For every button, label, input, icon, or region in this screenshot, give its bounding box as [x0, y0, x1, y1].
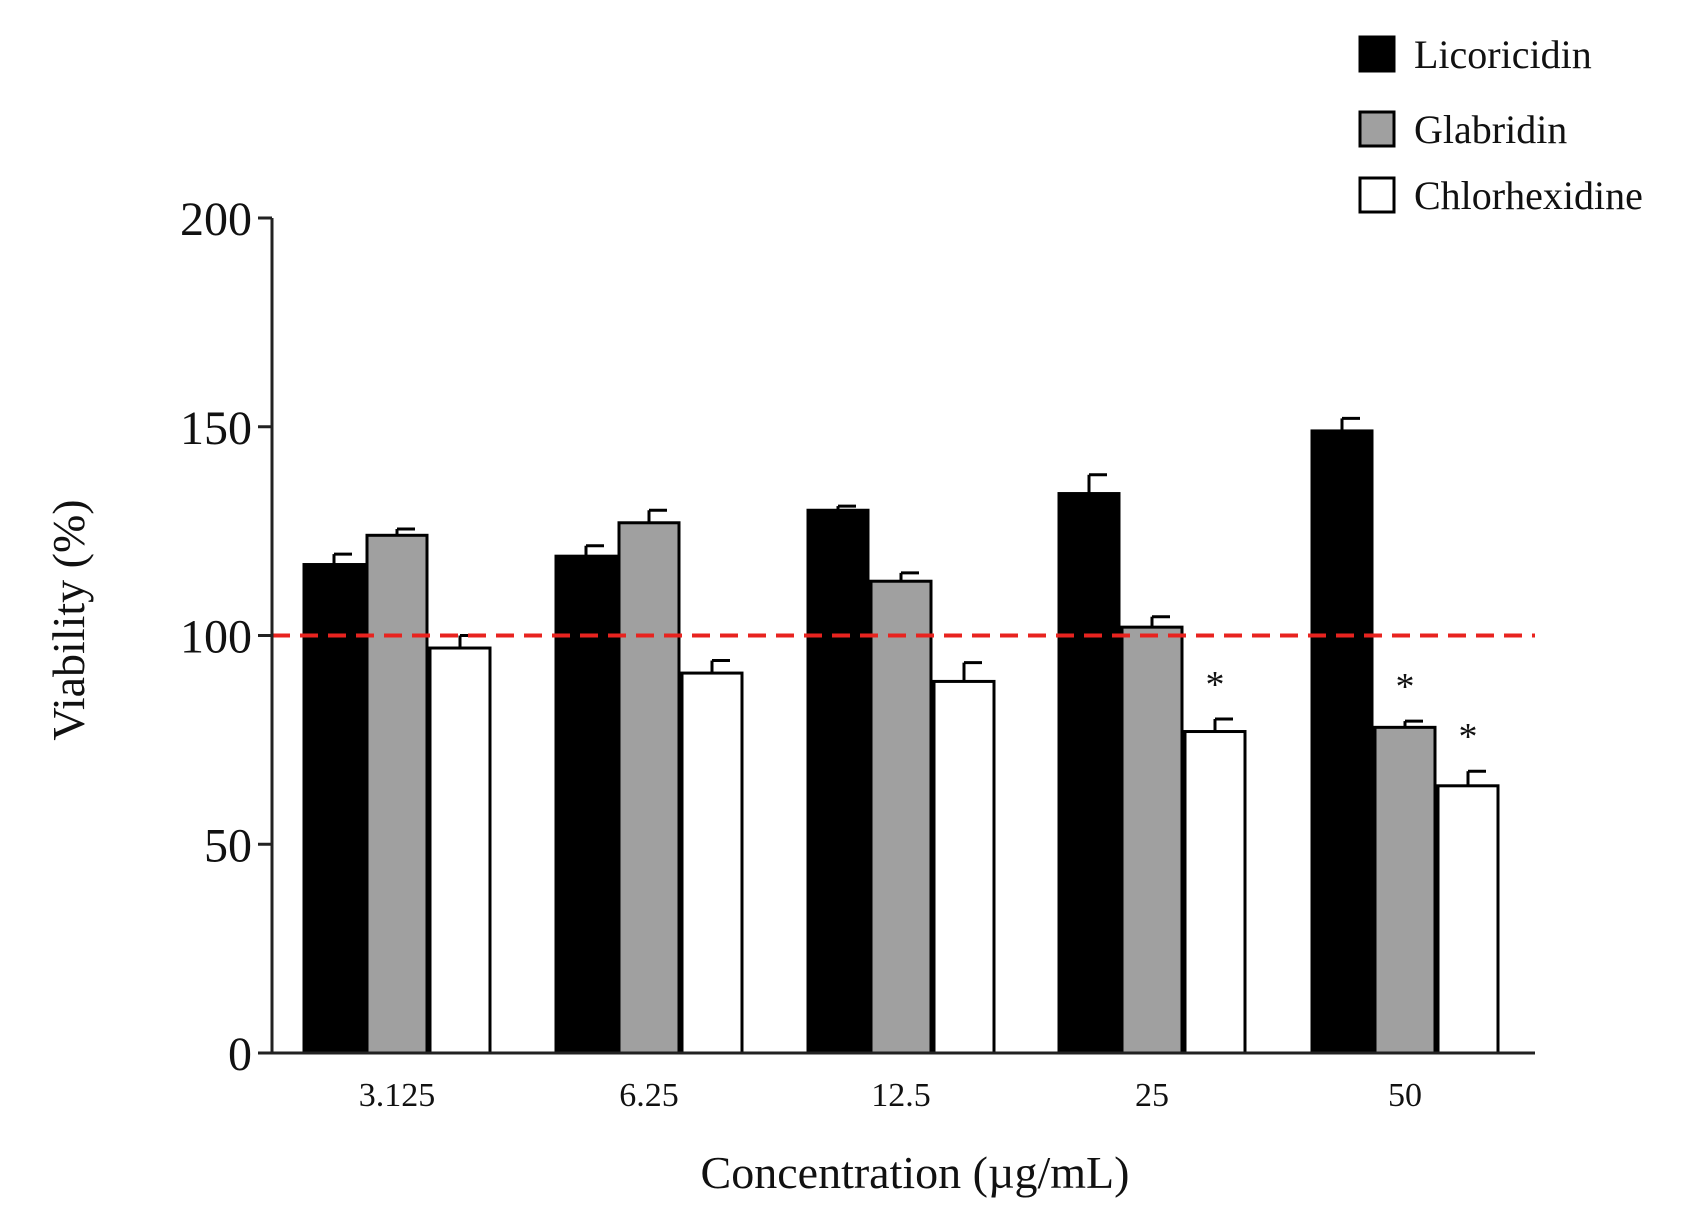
bar-licoricidin-50	[1310, 429, 1374, 1055]
bar-glabridin-25	[1120, 625, 1184, 1055]
bar-chlorhexidine-6.25	[680, 671, 744, 1055]
x-tick-label: 6.25	[619, 1077, 679, 1114]
y-tick-label: 100	[180, 611, 252, 664]
legend: Licoricidin Glabridin Chlorhexidine	[1358, 32, 1643, 218]
bars-layer	[302, 429, 1500, 1055]
bar-licoricidin-25	[1057, 492, 1121, 1055]
significance-asterisk: *	[1396, 666, 1415, 708]
legend-label-glabridin: Glabridin	[1414, 107, 1567, 152]
bar-glabridin-50	[1373, 725, 1437, 1055]
y-tick-label: 150	[180, 402, 252, 455]
significance-asterisk: *	[1206, 664, 1225, 706]
bar-chlorhexidine-3.125	[428, 646, 492, 1055]
significance-asterisk: *	[1459, 716, 1478, 758]
error-bars-layer	[332, 416, 1486, 786]
y-tick-label: 200	[180, 193, 252, 246]
bar-licoricidin-12.5	[806, 508, 870, 1055]
x-tick-labels: 3.125 6.25 12.5 25 50	[359, 1077, 1422, 1114]
bar-chlorhexidine-25	[1183, 730, 1247, 1055]
legend-label-licoricidin: Licoricidin	[1414, 32, 1592, 77]
y-tick-label: 50	[204, 819, 252, 872]
bar-chlorhexidine-12.5	[932, 679, 996, 1055]
legend-label-chlorhexidine: Chlorhexidine	[1414, 173, 1643, 218]
x-tick-label: 12.5	[871, 1077, 931, 1114]
x-axis-label: Concentration (µg/mL)	[701, 1147, 1130, 1198]
legend-swatch-glabridin	[1358, 110, 1396, 148]
bar-licoricidin-3.125	[302, 563, 366, 1055]
bar-licoricidin-6.25	[554, 554, 618, 1055]
y-tick-label: 0	[228, 1028, 252, 1081]
y-tick-labels: 0 50 100 150 200	[180, 193, 272, 1081]
legend-swatch-chlorhexidine	[1358, 176, 1396, 214]
significance-markers: * * *	[1206, 664, 1478, 758]
x-tick-label: 25	[1135, 1077, 1169, 1114]
bar-glabridin-3.125	[365, 533, 429, 1055]
legend-swatch-licoricidin	[1358, 35, 1396, 73]
bar-chlorhexidine-50	[1436, 784, 1500, 1055]
bar-glabridin-12.5	[869, 579, 933, 1055]
x-tick-label: 3.125	[359, 1077, 436, 1114]
x-tick-label: 50	[1388, 1077, 1422, 1114]
y-axis-label: Viability (%)	[43, 499, 94, 740]
bar-glabridin-6.25	[617, 521, 681, 1055]
